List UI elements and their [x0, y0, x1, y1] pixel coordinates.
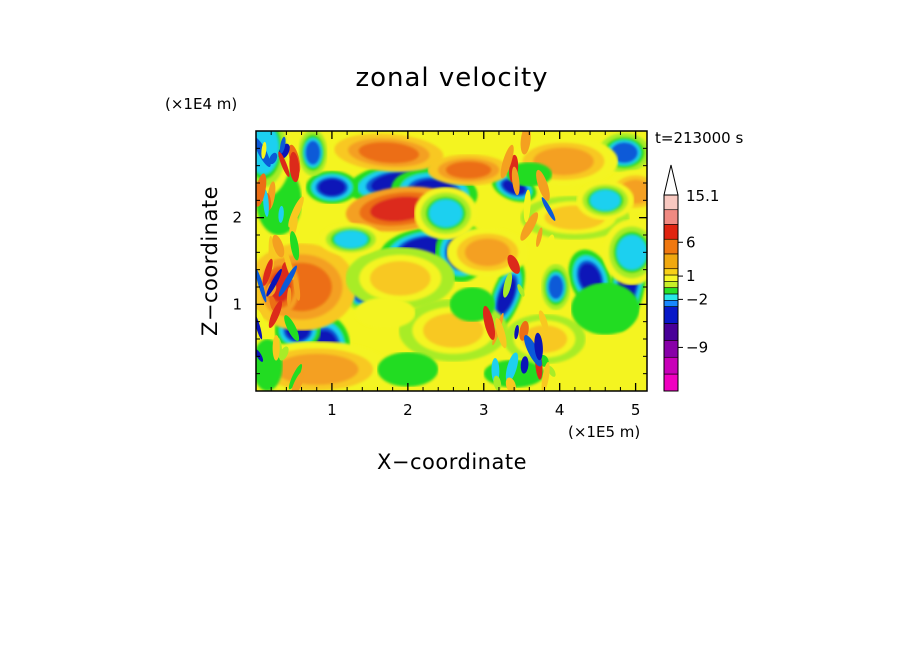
y-axis-label: Z−coordinate [198, 186, 222, 336]
colorbar: 15.1 6 1 −2 −9 [663, 164, 719, 392]
colorbar-max-label: 15.1 [686, 187, 719, 205]
x-unit-label: (×1E5 m) [568, 423, 640, 441]
x-tick-label: 2 [403, 401, 413, 419]
colorbar-segment [663, 281, 679, 289]
colorbar-segment [663, 194, 679, 211]
colorbar-segment [663, 356, 679, 375]
field-eddy [298, 131, 328, 176]
field-eddy [414, 186, 478, 240]
colorbar-label: 6 [686, 233, 696, 251]
colorbar-label: −9 [686, 338, 708, 356]
colorbar-label: −2 [686, 290, 708, 308]
colorbar-segment [663, 238, 679, 255]
x-tick-label: 4 [555, 401, 565, 419]
field-eddy [446, 227, 529, 278]
x-axis: 1 2 3 4 5 [270, 131, 641, 419]
colorbar-segment [663, 300, 679, 307]
colorbar-label: 1 [686, 267, 696, 285]
field-eddy [334, 133, 444, 172]
colorbar-segment [663, 274, 679, 282]
field-eddy [345, 247, 455, 310]
colorbar-segment [663, 340, 679, 358]
colorbar-segment [663, 373, 679, 392]
colorbar-frame [663, 194, 679, 392]
colorbar-segment [663, 287, 679, 295]
field-eddy [354, 297, 416, 329]
colorbar-segment [663, 224, 679, 240]
x-axis-label: X−coordinate [377, 450, 527, 474]
time-label: t=213000 s [655, 129, 743, 147]
field-eddy [576, 180, 635, 221]
field-bands [256, 131, 647, 391]
field-eddy [427, 154, 510, 186]
colorbar-segment [663, 306, 679, 324]
field-eddy [571, 282, 640, 335]
colorbar-segment [663, 268, 679, 276]
field-streaks [256, 131, 556, 391]
field-eddy [377, 352, 439, 387]
field-eddy [305, 170, 358, 204]
y-axis: 12 [232, 147, 647, 375]
x-tick-label: 3 [479, 401, 489, 419]
velocity-field [256, 131, 647, 391]
field-eddy [541, 263, 571, 311]
colorbar-segment [663, 253, 679, 270]
chart-title: zonal velocity [355, 63, 548, 93]
field-eddy [602, 219, 647, 286]
colorbar-extension-arrow [663, 164, 679, 196]
colorbar-segment [663, 209, 679, 225]
plot-frame [255, 130, 648, 392]
field-eddy [319, 222, 383, 256]
colorbar-segment [663, 293, 679, 301]
y-unit-label: (×1E4 m) [165, 95, 237, 113]
y-tick-label: 2 [232, 209, 242, 227]
x-tick-label: 5 [631, 401, 641, 419]
colorbar-segment [663, 323, 679, 341]
x-tick-label: 1 [327, 401, 337, 419]
y-tick-label: 1 [232, 295, 242, 313]
